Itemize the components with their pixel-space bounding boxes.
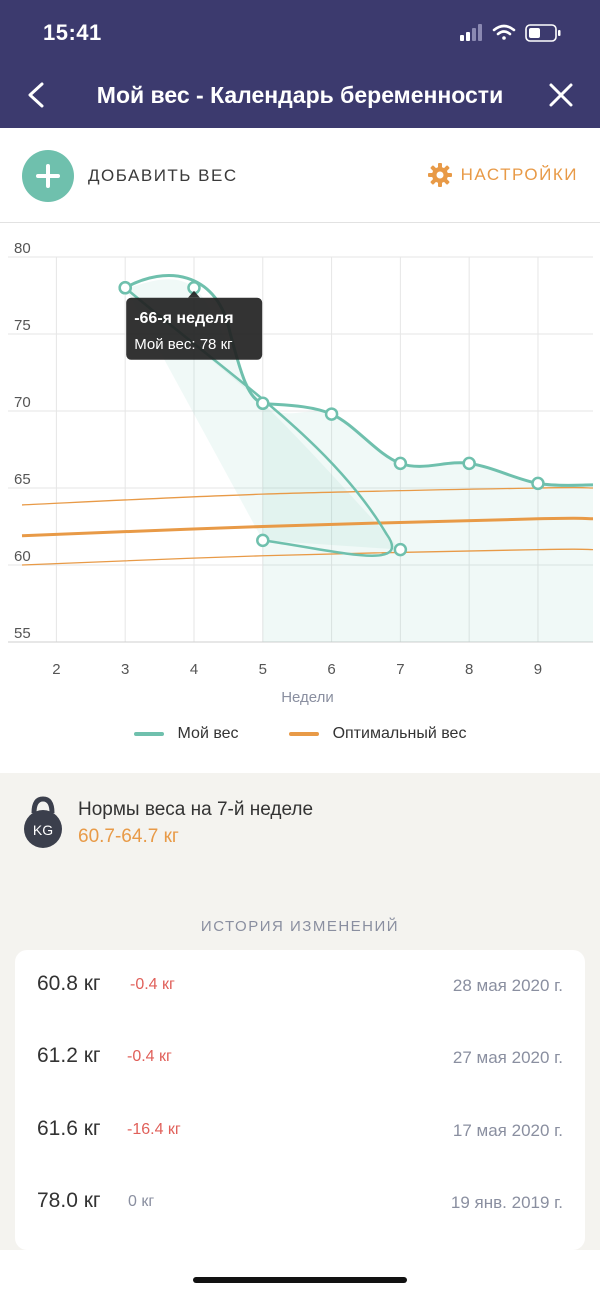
history-heading: ИСТОРИЯ ИЗМЕНЕНИЙ [200, 918, 400, 935]
data-point [393, 456, 408, 471]
data-point [118, 281, 132, 295]
legend-swatch-my-weight [133, 732, 164, 736]
x-tick-label: 6 [327, 661, 335, 678]
history-date: 17 мая 2020 г. [452, 1121, 563, 1140]
optimal-upper-line [21, 486, 594, 506]
page-title: Мой вес - Календарь беременности [96, 82, 504, 108]
y-tick-label: 70 [14, 394, 31, 411]
history-weight: 61.6 кг [37, 1117, 101, 1140]
history-row[interactable]: 78.0 кг 0 кг 19 янв. 2019 г. [15, 1167, 585, 1239]
gear-icon [427, 163, 452, 187]
tooltip-arrow [187, 290, 200, 298]
optimal-mid-line [21, 516, 594, 538]
kg-badge-text: KG [33, 822, 53, 838]
settings-button[interactable]: НАСТРОЙКИ [427, 162, 578, 188]
data-point [462, 456, 476, 471]
history-date: 19 янв. 2019 г. [450, 1193, 563, 1212]
status-time: 15:41 [43, 20, 102, 45]
legend-label-my-weight: Мой вес [177, 725, 239, 742]
chevron-left-icon[interactable] [22, 78, 52, 112]
history-delta: -16.4 кг [127, 1121, 181, 1138]
history-row[interactable]: 61.2 кг -0.4 кг 27 мая 2020 г. [15, 1022, 585, 1094]
history-weight: 61.2 кг [37, 1044, 101, 1067]
norm-value: 60.7-64.7 кг [78, 826, 179, 847]
x-tick-label: 5 [259, 661, 267, 678]
nav-bar: Мой вес - Календарь беременности [0, 62, 600, 128]
x-tick-label: 7 [396, 661, 404, 678]
weight-chart: 2 3 4 5 6 7 8 9 80 75 70 65 60 55 Недели -66-я неделя Мо… [0, 223, 600, 773]
history-row[interactable]: 60.8 кг -0.4 кг 28 мая 2020 г. [15, 950, 585, 1022]
history-list: 60.8 кг -0.4 кг 28 мая 2020 г. 61.2 кг -… [15, 950, 585, 1250]
legend-swatch-optimal [288, 732, 319, 736]
history-weight: 60.8 кг [37, 972, 101, 995]
history-delta: -0.4 кг [130, 976, 175, 993]
y-tick-label: 55 [14, 625, 31, 642]
history-date: 27 мая 2020 г. [452, 1048, 563, 1067]
legend-my-weight[interactable]: Мой вес [133, 725, 239, 743]
history-weight: 78.0 кг [37, 1189, 101, 1212]
history-date: 28 мая 2020 г. [452, 976, 563, 995]
history-delta: -0.4 кг [127, 1048, 172, 1065]
tooltip-text: Мой вес: 78 кг [134, 336, 233, 353]
x-tick-label: 4 [190, 661, 198, 678]
x-axis-label: Недели [281, 689, 334, 706]
chart-svg: 2 3 4 5 6 7 8 9 80 75 70 65 60 55 Недели -66-я неделя Мо… [8, 240, 594, 706]
data-point [256, 533, 270, 548]
settings-label: НАСТРОЙКИ [460, 165, 578, 184]
tooltip-box [126, 297, 263, 360]
x-tick-label: 2 [52, 661, 60, 678]
data-point [531, 476, 545, 491]
data-point [393, 542, 408, 557]
status-icons [460, 24, 561, 42]
data-point [324, 407, 339, 421]
legend-optimal-weight[interactable]: Оптимальный вес [288, 725, 467, 743]
action-row: ДОБАВИТЬ ВЕС НАСТРОЙКИ [0, 128, 600, 223]
history-delta: 0 кг [128, 1193, 155, 1210]
data-point [256, 396, 270, 411]
legend-label-optimal: Оптимальный вес [332, 725, 467, 742]
wifi-icon [492, 24, 516, 40]
status-bar: 15:41 [0, 0, 600, 62]
x-tick-label: 9 [534, 661, 542, 678]
y-tick-label: 65 [14, 471, 31, 488]
bottom-safe-area [0, 1250, 600, 1298]
chart-legend: Мой вес Оптимальный вес [0, 725, 600, 743]
add-weight-label: ДОБАВИТЬ ВЕС [88, 166, 238, 185]
add-weight-button[interactable]: ДОБАВИТЬ ВЕС [22, 150, 238, 202]
tooltip-title: -66-я неделя [134, 310, 233, 327]
kettlebell-icon: KG [24, 796, 62, 848]
y-tick-label: 60 [14, 548, 31, 565]
y-tick-label: 80 [14, 240, 31, 257]
weight-norm-block: KG Нормы веса на 7-й неделе 60.7-64.7 кг [0, 773, 600, 903]
home-indicator[interactable] [193, 1277, 407, 1283]
close-icon[interactable] [546, 80, 576, 110]
y-tick-label: 75 [14, 317, 31, 334]
plus-icon [22, 150, 74, 202]
x-tick-label: 8 [465, 661, 473, 678]
history-row[interactable]: 61.6 кг -16.4 кг 17 мая 2020 г. [15, 1095, 585, 1167]
signal-icon [460, 24, 482, 41]
norm-title: Нормы веса на 7-й неделе [78, 799, 314, 820]
battery-icon [525, 24, 561, 42]
x-tick-label: 3 [121, 661, 129, 678]
